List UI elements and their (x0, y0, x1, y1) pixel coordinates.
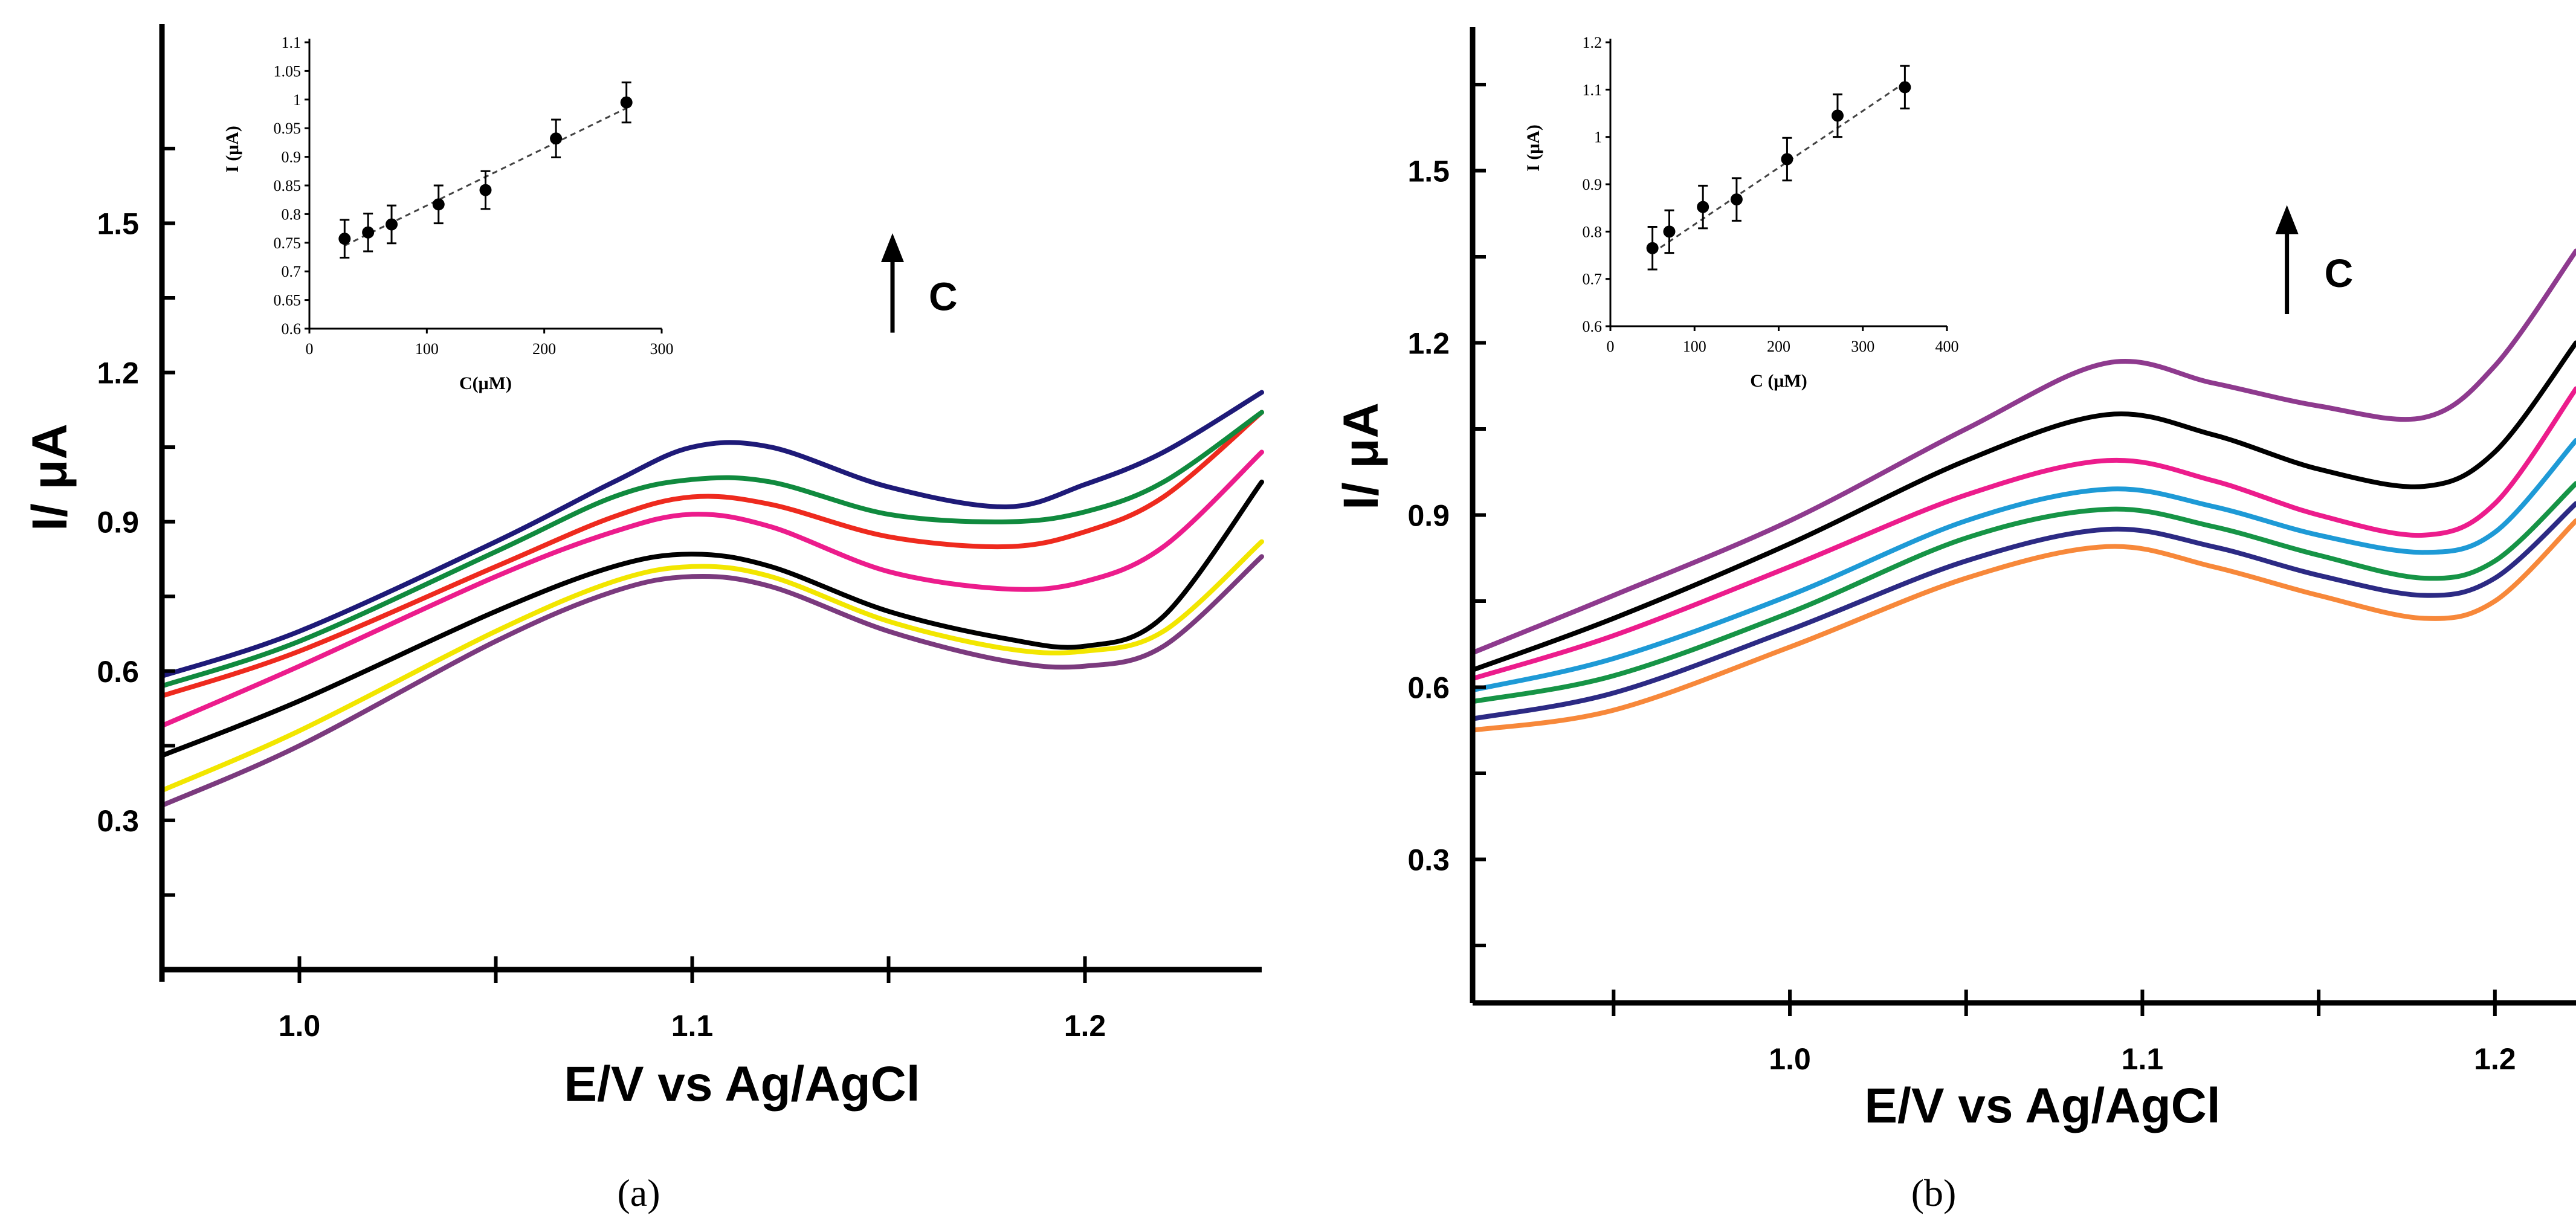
y-tick-label: 1.5 (1407, 155, 1450, 188)
concentration-arrow-head (881, 233, 904, 262)
y-axis-title: I/ μA (1334, 402, 1389, 510)
panel-label: (b) (1911, 1171, 1957, 1214)
inset-y-tick-label: 0.6 (1583, 318, 1603, 335)
x-tick-label: 1.0 (1769, 1042, 1811, 1076)
inset-y-tick-label: 1.1 (282, 34, 302, 51)
y-tick-label: 0.6 (97, 655, 139, 689)
inset-y-tick-label: 0.8 (282, 205, 302, 223)
voltammogram-curve-6 (1470, 340, 2576, 672)
inset-data-point (362, 226, 375, 239)
inset-data-point (1663, 225, 1676, 238)
voltammogram-curve-7 (160, 390, 1264, 678)
inset-data-point (432, 198, 445, 211)
y-tick-label: 0.3 (97, 804, 139, 838)
inset-data-point (1646, 242, 1659, 254)
voltammogram-curve-3 (1470, 481, 2576, 704)
inset-data-point (386, 218, 398, 231)
inset-fit-line (1651, 82, 1906, 254)
concentration-label: C (2325, 251, 2354, 295)
inset-calibration-plot: 0.6 0.7 0.8 0.9 1 1.1 1.2 0 100 200 300 400 I (μA) C … (1523, 34, 1959, 391)
x-tick-label: 1.1 (2122, 1042, 2164, 1076)
inset-y-tick-label: 1.05 (274, 62, 302, 80)
voltammogram-curve-1 (1470, 518, 2576, 733)
inset-y-tick-label: 0.9 (1583, 176, 1603, 193)
inset-x-tick-label: 300 (1851, 338, 1874, 355)
inset-x-axis-title: C(μM) (459, 373, 512, 393)
inset-x-tick-label: 200 (1767, 338, 1790, 355)
inset-x-axis-title: C (μM) (1750, 371, 1807, 391)
inset-y-axis-title: I (μA) (222, 126, 242, 173)
inset-data-point (620, 96, 633, 109)
inset-data-point (1697, 201, 1709, 213)
inset-data-point (1831, 109, 1844, 122)
panel-b: 0.3 0.6 0.9 1.2 1.5 1.0 1.1 1.2 I/ μA E/V vs Ag/A… (1334, 27, 2576, 1214)
voltammogram-curve-2 (1470, 501, 2576, 721)
y-tick-label: 0.6 (1407, 671, 1450, 705)
inset-y-axis-title: I (μA) (1523, 124, 1543, 172)
voltammogram-curve-1 (160, 554, 1264, 808)
inset-data-point (338, 233, 351, 245)
inset-y-tick-label: 0.95 (274, 120, 302, 137)
inset-data-point (1730, 193, 1743, 206)
concentration-label: C (929, 274, 958, 318)
inset-y-tick-label: 0.7 (282, 263, 302, 280)
inset-x-tick-label: 0 (1607, 338, 1615, 355)
inset-x-tick-label: 0 (306, 340, 314, 358)
voltammogram-curve-7 (1470, 248, 2576, 655)
inset-y-tick-label: 1 (1594, 129, 1602, 146)
inset-x-tick-label: 300 (650, 340, 674, 358)
x-axis-title: E/V vs Ag/AgCl (1864, 1078, 2220, 1133)
x-tick-label: 1.0 (279, 1009, 321, 1043)
concentration-arrow-head (2275, 205, 2299, 234)
x-tick-label: 1.2 (1064, 1009, 1106, 1043)
inset-y-tick-label: 0.6 (282, 320, 302, 338)
inset-x-tick-label: 100 (415, 340, 439, 358)
voltammogram-curve-2 (160, 539, 1264, 793)
inset-y-tick-label: 1.2 (1583, 34, 1603, 51)
inset-y-tick-label: 0.8 (1583, 223, 1603, 240)
voltammogram-curve-5 (1470, 386, 2576, 681)
y-tick-label: 0.9 (97, 506, 139, 539)
voltammogram-curve-3 (160, 479, 1264, 758)
y-tick-label: 1.5 (97, 207, 139, 240)
inset-data-point (1781, 153, 1793, 166)
inset-y-tick-label: 1 (293, 91, 301, 109)
inset-y-tick-label: 0.65 (274, 292, 302, 309)
y-tick-label: 0.3 (1407, 843, 1450, 877)
x-tick-label: 1.1 (671, 1009, 714, 1043)
inset-y-tick-label: 0.75 (274, 234, 302, 252)
y-tick-label: 1.2 (97, 356, 139, 390)
inset-y-tick-label: 0.7 (1583, 271, 1603, 288)
voltammogram-curve-4 (160, 449, 1264, 729)
y-tick-label: 0.9 (1407, 499, 1450, 533)
voltammogram-curve-5 (160, 410, 1264, 698)
inset-x-tick-label: 400 (1935, 338, 1959, 355)
voltammogram-curve-6 (160, 410, 1264, 689)
inset-y-tick-label: 1.1 (1583, 81, 1603, 98)
inset-data-point (1899, 81, 1911, 94)
inset-data-point (550, 132, 563, 145)
x-tick-label: 1.2 (2474, 1042, 2516, 1076)
y-tick-label: 1.2 (1407, 327, 1450, 361)
inset-data-point (479, 184, 492, 196)
inset-x-tick-label: 100 (1683, 338, 1706, 355)
inset-calibration-plot: 0.6 0.65 0.7 0.75 0.8 0.85 0.9 0.95 1 1.05 1.1 0 100… (222, 34, 674, 393)
panel-label: (a) (617, 1171, 660, 1214)
voltammogram-curve-4 (1470, 438, 2576, 693)
inset-x-tick-label: 200 (532, 340, 556, 358)
inset-y-tick-label: 0.9 (282, 149, 302, 166)
panel-a: 0.3 0.6 0.9 1.2 1.5 1.0 1.1 1.2 I/ μA E/V vs Ag/A… (22, 24, 1264, 1214)
x-axis-title: E/V vs Ag/AgCl (564, 1057, 920, 1112)
y-axis-title: I/ μA (22, 423, 77, 531)
inset-y-tick-label: 0.85 (274, 177, 302, 195)
